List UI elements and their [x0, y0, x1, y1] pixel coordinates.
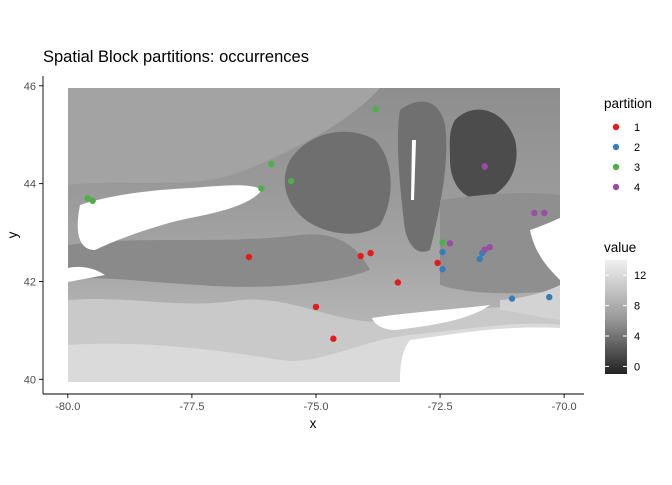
- occurrence-point-partition-1: [312, 303, 320, 311]
- raster-cape-cod: [500, 285, 560, 320]
- colorbar-tick-label: 12: [634, 270, 646, 282]
- occurrence-point-partition-4: [481, 246, 488, 253]
- occurrence-point-partition-2: [439, 266, 446, 273]
- occurrence-point-partition-4: [446, 240, 454, 247]
- y-tick-label: 40: [24, 374, 36, 386]
- occurrence-point-partition-4: [541, 209, 548, 217]
- x-tick-label: -70.0: [552, 401, 577, 413]
- legend-key-4: [612, 183, 620, 191]
- occurrence-point-partition-4: [531, 209, 538, 217]
- chart-title: Spatial Block partitions: occurrences: [43, 48, 309, 66]
- legend-value-title: value: [604, 240, 636, 255]
- raster-new-england-upland: [440, 192, 560, 294]
- occurrence-point-partition-1: [394, 279, 402, 286]
- occurrence-point-partition-1: [330, 335, 337, 342]
- occurrence-point-partition-2: [508, 295, 516, 302]
- axes: 40 42 44 46 -80.0 -77.5 -75.0 -72.5 -70.0 x y: [5, 76, 584, 431]
- occurrence-point-partition-3: [84, 195, 91, 202]
- occurrence-point-partition-2: [546, 293, 553, 301]
- raster-green-mountains: [397, 101, 447, 252]
- legend-key-1: [612, 123, 620, 131]
- gulf-of-maine: [530, 218, 560, 280]
- raster-st-lawrence-valley: [68, 88, 380, 185]
- lake-champlain: [411, 140, 416, 200]
- occurrence-point-partition-3: [89, 197, 96, 204]
- legend-label-2: 2: [634, 142, 640, 154]
- occurrence-point-partition-3: [439, 239, 446, 246]
- occurrence-point-partition-1: [245, 253, 253, 261]
- elevation-raster: [68, 88, 560, 382]
- raster-appalachian-plateau: [68, 234, 370, 287]
- raster-white-mountains: [449, 109, 517, 200]
- raster-adirondacks: [284, 131, 391, 234]
- ocean-southeast: [400, 327, 560, 382]
- occurrence-point-partition-3: [268, 160, 275, 168]
- legend-partition-entries: 1 2 3 4: [612, 122, 640, 194]
- y-tick-label: 42: [24, 276, 36, 288]
- occurrence-point-partition-2: [476, 255, 483, 263]
- y-tick-label: 44: [24, 179, 36, 191]
- y-tick-label: 46: [24, 81, 36, 93]
- occurrence-points: [84, 106, 553, 342]
- occurrence-point-partition-4: [486, 244, 493, 251]
- legend-partition-title: partition: [604, 96, 652, 111]
- y-ticks: 40 42 44 46: [24, 81, 43, 386]
- lake-ontario: [77, 185, 262, 250]
- colorbar-tick-label: 4: [634, 331, 640, 343]
- legend-label-4: 4: [634, 182, 640, 194]
- legend-key-2: [612, 143, 620, 151]
- long-island-sound: [372, 305, 490, 330]
- occurrence-point-partition-1: [357, 252, 364, 260]
- x-tick-label: -75.0: [303, 401, 328, 413]
- x-ticks: -80.0 -77.5 -75.0 -72.5 -70.0: [55, 394, 577, 413]
- x-tick-label: -77.5: [179, 401, 204, 413]
- legend-label-3: 3: [634, 162, 640, 174]
- legend-label-1: 1: [634, 122, 640, 134]
- occurrence-point-partition-1: [434, 259, 441, 267]
- occurrence-point-partition-3: [372, 106, 379, 113]
- x-tick-label: -80.0: [55, 401, 80, 413]
- lake-erie-edge: [68, 266, 105, 282]
- occurrence-point-partition-4: [481, 163, 488, 170]
- occurrence-point-partition-2: [439, 248, 446, 256]
- legend-value: value 12 8 4 0: [604, 240, 646, 374]
- x-tick-label: -72.5: [428, 401, 453, 413]
- x-axis-label: x: [310, 416, 317, 431]
- colorbar-tick-label: 0: [634, 361, 640, 373]
- occurrence-point-partition-3: [258, 185, 265, 192]
- occurrence-point-partition-3: [287, 177, 295, 185]
- legend-partition: partition 1 2 3 4: [604, 96, 652, 194]
- colorbar-ticks: 12 8 4 0: [605, 270, 646, 373]
- colorbar-tick-label: 8: [634, 301, 640, 313]
- occurrence-point-partition-1: [367, 249, 374, 257]
- legend-key-3: [612, 163, 620, 171]
- y-axis-label: y: [5, 231, 20, 238]
- value-colorbar: [605, 260, 627, 374]
